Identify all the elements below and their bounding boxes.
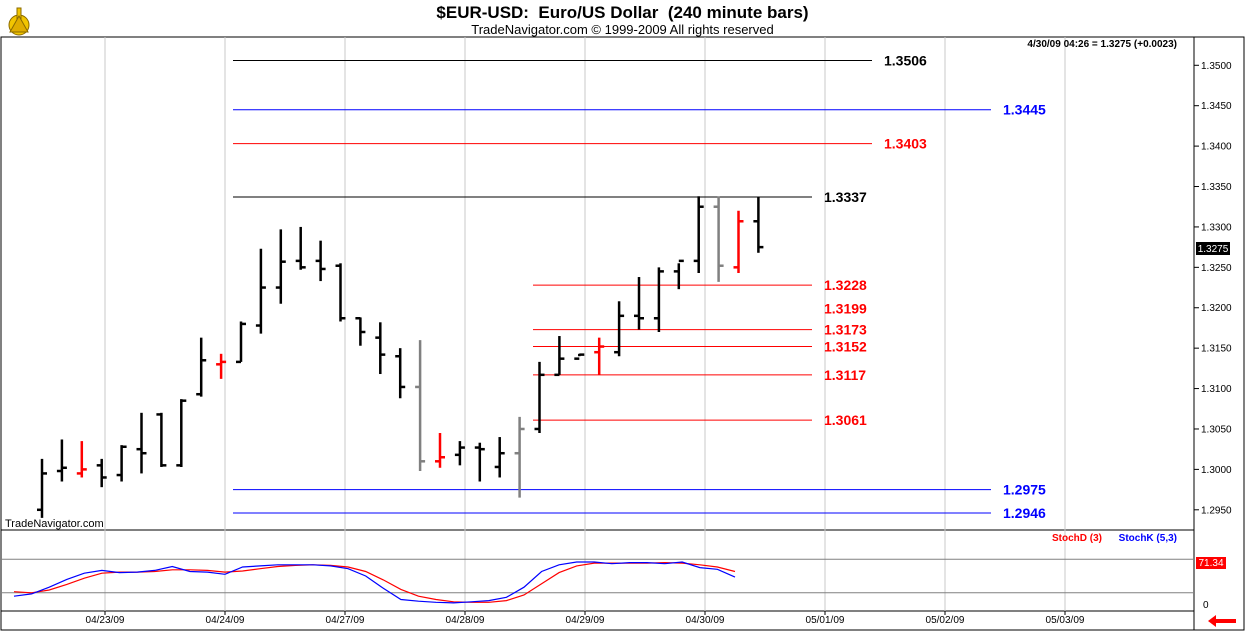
date-gridlines	[104, 37, 1066, 611]
stochastic-panel	[2, 558, 1193, 604]
current-price-marker	[1196, 242, 1230, 255]
date-tick-label: 05/01/09	[806, 615, 845, 626]
stoch-value-marker	[1196, 557, 1226, 569]
date-tick-label: 04/30/09	[686, 615, 725, 626]
stoch-k-line	[13, 561, 736, 604]
level-label: 1.3506	[884, 52, 927, 68]
indicator-panel-frame	[0, 529, 1195, 612]
price-tick-label: 1.3400	[1201, 142, 1232, 153]
price-tick-label: 1.3100	[1201, 384, 1232, 395]
date-tick-label: 04/27/09	[326, 615, 365, 626]
price-panel-frame	[0, 36, 1195, 531]
stoch-k-legend: StochK (5,3)	[1119, 533, 1177, 544]
stoch-value-label: 71.34	[1198, 558, 1223, 569]
level-label: 1.3228	[824, 277, 867, 293]
ohlc-bars	[37, 196, 764, 518]
price-tick-label: 1.3050	[1201, 424, 1232, 435]
date-tick-label: 04/23/09	[86, 615, 125, 626]
sextant-logo-icon[interactable]	[2, 2, 36, 36]
date-tick-label: 05/03/09	[1046, 615, 1085, 626]
price-tick-label: 1.3150	[1201, 344, 1232, 355]
copyright-notice: TradeNavigator.com © 1999-2009 All right…	[471, 22, 774, 37]
level-label: 1.3403	[884, 136, 927, 152]
price-tick-label: 1.3350	[1201, 182, 1232, 193]
date-tick-label: 05/02/09	[926, 615, 965, 626]
level-label: 1.3445	[1003, 102, 1046, 118]
date-tick-label: 04/28/09	[446, 615, 485, 626]
level-label: 1.3199	[824, 301, 867, 317]
date-tick-label: 04/29/09	[566, 615, 605, 626]
price-axis: 1.2950 1.3000 1.3050 1.3100 1.3150 1.3200 1.32…	[1194, 61, 1232, 516]
price-tick-label: 1.2950	[1201, 505, 1232, 516]
price-tick-label: 1.3450	[1201, 101, 1232, 112]
chart-title: $EUR-USD: Euro/US Dollar (240 minute bar…	[436, 3, 809, 22]
price-tick-label: 1.3250	[1201, 263, 1232, 274]
current-price-label: 1.3275	[1198, 244, 1229, 255]
scroll-left-arrow-icon[interactable]	[1206, 614, 1240, 628]
price-tick-label: 1.3300	[1201, 222, 1232, 233]
price-tick-label: 1.3000	[1201, 465, 1232, 476]
support-resistance-levels: 1.3506 1.3445 1.3403 1.3337 1.3228 1.3199 1.31…	[233, 52, 1046, 521]
date-tick-label: 04/24/09	[206, 615, 245, 626]
date-axis: 04/23/09 04/24/09 04/27/09 04/28/09 04/29/09…	[86, 611, 1085, 626]
watermark-label: TradeNavigator.com	[5, 518, 104, 530]
level-label: 1.3337	[824, 189, 867, 205]
level-label: 1.3061	[824, 412, 867, 428]
price-tick-label: 1.3200	[1201, 303, 1232, 314]
stoch-d-legend: StochD (3)	[1052, 533, 1102, 544]
last-quote-label: 4/30/09 04:26 = 1.3275 (+0.0023)	[1027, 39, 1177, 50]
price-tick-label: 1.3500	[1201, 61, 1232, 72]
level-label: 1.2975	[1003, 482, 1046, 498]
stoch-zero-label: 0	[1203, 600, 1209, 611]
level-label: 1.3173	[824, 322, 867, 338]
price-axis-frame	[1193, 36, 1245, 631]
level-label: 1.2946	[1003, 505, 1046, 521]
level-label: 1.3152	[824, 339, 867, 355]
level-label: 1.3117	[824, 367, 866, 383]
